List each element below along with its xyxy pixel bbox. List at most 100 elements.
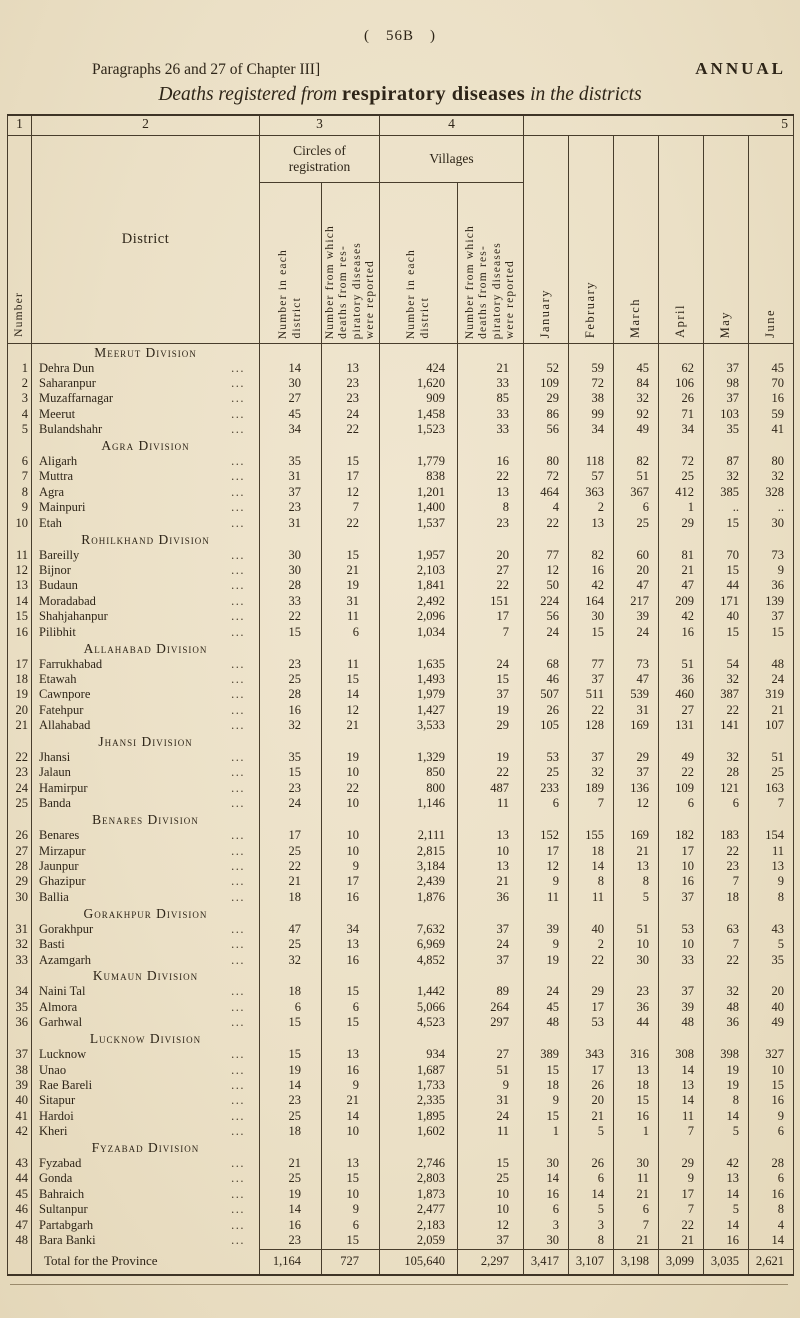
value-cell: 21 (457, 874, 524, 890)
district-row: 34 Naini Tal... 18 15 1,442 89 24 29 23 37 32 20 (7, 984, 794, 1000)
value-cell: 59 (568, 360, 614, 376)
value-cell: 539 (613, 687, 659, 703)
value-cell: 17 (321, 469, 380, 485)
total-value-cell: 3,107 (568, 1248, 614, 1275)
table-body: Meerut Division 1 Dehra Dun... 14 13 424 21 52 5… (7, 343, 794, 1249)
value-cell: 14 (658, 1062, 704, 1078)
district-cell: Jhansi... (31, 750, 260, 766)
empty-value-cell (321, 905, 380, 922)
district-name: Jhansi (39, 750, 71, 765)
value-cell: 40 (748, 999, 794, 1016)
district-name: Meerut (39, 406, 76, 421)
empty-value-cell (259, 1139, 322, 1157)
district-cell: Bahraich... (31, 1186, 260, 1203)
value-cell: 109 (523, 375, 569, 392)
empty-value-cell (703, 811, 749, 829)
value-cell: 9 (658, 1171, 704, 1187)
district-name: Agra (39, 484, 64, 499)
value-cell: 43 (748, 921, 794, 938)
value-cell: 5 (568, 1124, 614, 1140)
leader-dots: ... (231, 828, 245, 843)
value-cell: 224 (523, 593, 569, 610)
value-cell: 37 (457, 1233, 524, 1249)
empty-value-cell (379, 531, 458, 548)
empty-value-cell (568, 531, 614, 548)
district-name: Basti (39, 937, 65, 952)
group-header-row: Number District Circles of registration … (7, 135, 794, 344)
district-name: Farrukhabad (39, 656, 103, 671)
district-cell: Azamgarh... (31, 952, 260, 968)
district-row: 35 Almora... 6 6 5,066 264 45 17 36 39 48 40 (7, 999, 794, 1016)
value-cell: 42 (703, 1156, 749, 1172)
value-cell: 15 (321, 454, 380, 470)
row-number: 40 (7, 1093, 32, 1109)
empty-value-cell (748, 811, 794, 829)
value-cell: 35 (748, 952, 794, 968)
district-row: 31 Gorakhpur... 47 34 7,632 37 39 40 51 53 63 43 (7, 921, 794, 938)
empty-value-cell (613, 1139, 659, 1157)
total-value-cell: 1,164 (259, 1248, 322, 1275)
total-value-cell: 3,417 (523, 1248, 569, 1275)
value-cell: 24 (457, 1108, 524, 1125)
value-cell: 328 (748, 484, 794, 501)
district-name: Moradabad (39, 593, 96, 608)
empty-value-cell (568, 437, 614, 455)
empty-value-cell (379, 437, 458, 455)
leader-dots: ... (231, 1093, 245, 1108)
vertical-header-line: Number in each (277, 248, 289, 339)
division-row: Jhansi Division (7, 733, 794, 751)
value-cell: 41 (748, 422, 794, 438)
value-cell: 13 (658, 1077, 704, 1094)
value-cell: 6 (748, 1124, 794, 1140)
row-number: 34 (7, 984, 32, 1000)
leader-dots: ... (231, 858, 245, 873)
value-cell: 15 (748, 1077, 794, 1094)
value-cell: 49 (658, 750, 704, 766)
empty-value-cell (658, 1139, 704, 1157)
value-cell: 25 (259, 1171, 322, 1187)
value-cell: 13 (613, 1062, 659, 1078)
value-cell: 464 (523, 484, 569, 501)
value-cell: 13 (457, 828, 524, 844)
district-row: 1 Dehra Dun... 14 13 424 21 52 59 45 62 37 45 (7, 360, 794, 376)
value-cell: 84 (613, 375, 659, 392)
empty-value-cell (523, 531, 569, 548)
empty-value-cell (613, 531, 659, 548)
value-cell: 2,492 (379, 593, 458, 610)
district-row: 40 Sitapur... 23 21 2,335 31 9 20 15 14 8 16 (7, 1093, 794, 1109)
value-cell: 82 (568, 547, 614, 563)
value-cell: 19 (321, 750, 380, 766)
value-cell: 6 (259, 999, 322, 1016)
header-villages-group: Villages (379, 135, 524, 183)
value-cell: 30 (523, 1233, 569, 1249)
empty-value-cell (703, 531, 749, 548)
total-value-cell: 105,640 (379, 1248, 458, 1275)
value-cell: 23 (259, 656, 322, 672)
value-cell: 16 (748, 391, 794, 407)
district-cell: Gonda... (31, 1171, 260, 1187)
value-cell: 15 (321, 1171, 380, 1187)
value-cell: 32 (703, 469, 749, 485)
row-number-cell (7, 640, 32, 657)
value-cell: 11 (658, 1108, 704, 1125)
leader-dots: ... (231, 780, 245, 795)
value-cell: 45 (259, 406, 322, 423)
value-cell: 389 (523, 1047, 569, 1063)
title-subject: respiratory diseases (341, 83, 526, 105)
row-number: 14 (7, 593, 32, 610)
district-row: 21 Allahabad... 32 21 3,533 29 105 128 169 131 141… (7, 718, 794, 734)
district-row: 17 Farrukhabad... 23 11 1,635 24 68 77 73 51 54 48 (7, 656, 794, 672)
value-cell: 20 (613, 562, 659, 579)
value-cell: 12 (457, 1217, 524, 1234)
value-cell: 15 (321, 671, 380, 688)
value-cell: 4 (523, 500, 569, 516)
row-number: 8 (7, 484, 32, 501)
value-cell: 52 (523, 360, 569, 376)
empty-value-cell (613, 437, 659, 455)
row-number: 25 (7, 796, 32, 812)
empty-value-cell (321, 1139, 380, 1157)
district-name: Fyzabad (39, 1156, 82, 1171)
value-cell: 36 (457, 889, 524, 906)
empty-value-cell (703, 905, 749, 922)
empty-value-cell (568, 640, 614, 657)
